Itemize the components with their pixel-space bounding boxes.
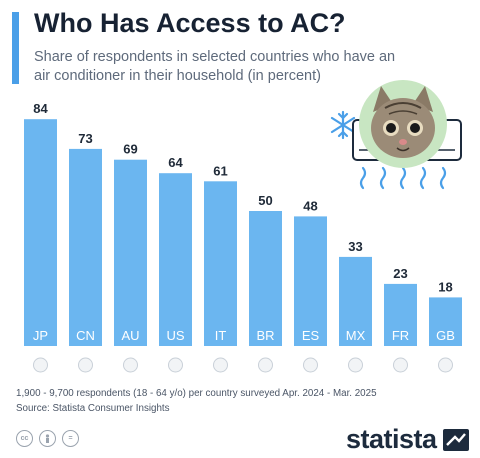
cc-icon[interactable]: cc xyxy=(16,430,33,447)
category-label: IT xyxy=(215,328,227,343)
bar xyxy=(24,119,57,346)
flag-icon xyxy=(33,357,48,373)
flag-icon xyxy=(303,357,318,373)
statista-logo[interactable]: statista xyxy=(346,424,469,455)
value-label: 61 xyxy=(213,163,227,178)
bar xyxy=(339,256,372,346)
value-label: 18 xyxy=(438,279,452,294)
category-label: FR xyxy=(392,328,409,343)
bar xyxy=(114,159,147,346)
flag-icon xyxy=(213,357,228,373)
footnote: 1,900 - 9,700 respondents (18 - 64 y/o) … xyxy=(16,386,377,416)
license-icons: cc = xyxy=(16,430,79,447)
cat-portrait-icon xyxy=(359,80,447,168)
value-label: 73 xyxy=(78,131,92,146)
cold-air-icon xyxy=(359,166,447,190)
logo-text: statista xyxy=(346,424,437,454)
category-label: ES xyxy=(302,328,320,343)
category-label: CN xyxy=(76,328,95,343)
value-label: 50 xyxy=(258,193,272,208)
category-label: BR xyxy=(256,328,274,343)
category-label: US xyxy=(166,328,184,343)
value-label: 69 xyxy=(123,142,137,157)
value-label: 48 xyxy=(303,198,317,213)
bar xyxy=(204,181,237,346)
flag-icon xyxy=(438,357,453,373)
category-label: AU xyxy=(121,328,139,343)
flag-icon xyxy=(168,357,183,373)
flag-icon xyxy=(78,357,93,373)
bar xyxy=(249,211,282,346)
bar xyxy=(294,216,327,346)
survey-note: 1,900 - 9,700 respondents (18 - 64 y/o) … xyxy=(16,388,377,399)
statista-logo-icon xyxy=(442,428,469,451)
bar xyxy=(384,283,417,346)
bar xyxy=(159,173,192,346)
bar-chart: 84 JP 73 CN 69 AU 64 US 61 IT 50 BR 48 ES 33 MX 23 FR 18 GB xyxy=(24,101,462,373)
chart-subtitle: Share of respondents in selected countri… xyxy=(34,49,396,84)
bar xyxy=(69,148,102,346)
category-label: MX xyxy=(346,328,366,343)
flag-icon xyxy=(258,357,273,373)
cat-ac-illustration xyxy=(330,80,462,190)
value-label: 64 xyxy=(168,155,183,170)
category-label: JP xyxy=(33,328,48,343)
value-label: 23 xyxy=(393,266,407,281)
chart-title: Who Has Access to AC? xyxy=(34,8,346,38)
flag-icon xyxy=(393,357,408,373)
person-icon[interactable] xyxy=(39,430,56,447)
value-label: 84 xyxy=(33,101,48,116)
source-note: Source: Statista Consumer Insights xyxy=(16,403,170,414)
bar xyxy=(429,297,462,346)
category-label: GB xyxy=(436,328,455,343)
value-label: 33 xyxy=(348,239,362,254)
flag-icon xyxy=(348,357,363,373)
flag-icon xyxy=(123,357,138,373)
accent-bar xyxy=(12,12,19,84)
equal-icon[interactable]: = xyxy=(62,430,79,447)
snowflake-icon xyxy=(330,110,356,140)
